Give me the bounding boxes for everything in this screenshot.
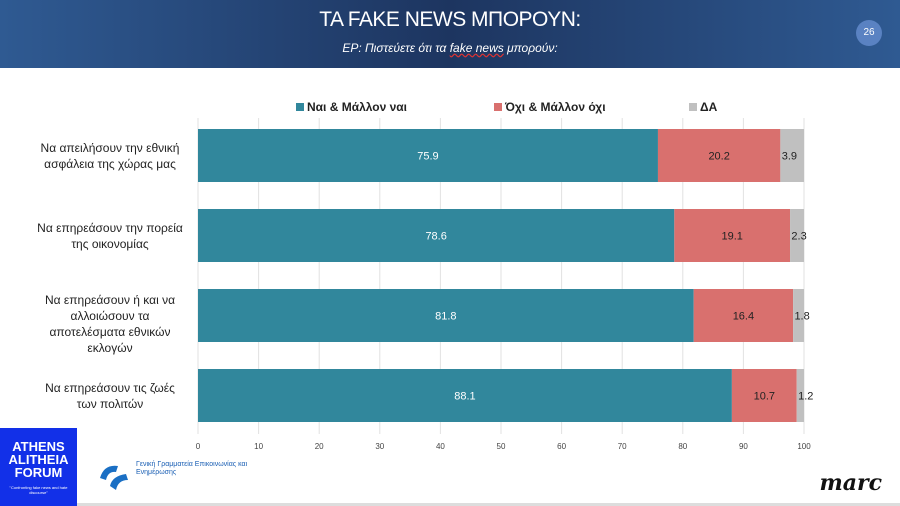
bar-segment bbox=[198, 369, 732, 422]
legend-swatch bbox=[689, 103, 697, 111]
bar-segment bbox=[796, 369, 804, 422]
data-label: 19.1 bbox=[721, 231, 742, 243]
legend-item-dk: ΔΑ bbox=[689, 100, 717, 114]
legend-item-yes: Ναι & Μάλλον ναι bbox=[296, 100, 407, 114]
data-label: 81.8 bbox=[435, 311, 456, 323]
data-label: 75.9 bbox=[417, 151, 438, 163]
legend-swatch bbox=[296, 103, 304, 111]
category-label: Να επηρεάσουν τις ζωές των πολιτών bbox=[45, 380, 175, 411]
bar-chart: 0 10 20 30 40 50 60 70 80 90 100 75.9 20.2 3.9 78.6 19.… bbox=[196, 118, 813, 451]
legend-item-no: Όχι & Μάλλον όχι bbox=[494, 100, 606, 114]
gg-emblem-icon bbox=[100, 465, 128, 490]
athens-alitheia-forum-logo: ATHENS ALITHEIA FORUM "Confronting fake new… bbox=[0, 428, 77, 506]
legend-label: Ναι & Μάλλον ναι bbox=[307, 100, 408, 114]
category-label: Να απειλήσουν την εθνική ασφάλεια της χώ… bbox=[40, 140, 180, 171]
data-label: 88.1 bbox=[454, 391, 475, 403]
x-tick-label: 0 bbox=[196, 442, 201, 451]
page-number: 26 bbox=[856, 20, 882, 46]
bar-segment bbox=[198, 129, 658, 182]
x-tick-label: 40 bbox=[436, 442, 445, 451]
data-label: 10.7 bbox=[754, 391, 775, 403]
bar-segment bbox=[674, 209, 791, 262]
legend-label: ΔΑ bbox=[700, 100, 718, 114]
gg-text: Γενική Γραμματεία Επικοινωνίας και Ενημέ… bbox=[136, 461, 248, 476]
marc-logo: marc bbox=[819, 470, 882, 496]
bar-segment bbox=[693, 289, 794, 342]
legend: Ναι & Μάλλον ναι Όχι & Μάλλον όχι ΔΑ bbox=[0, 100, 900, 116]
x-tick-label: 20 bbox=[315, 442, 324, 451]
x-tick-label: 60 bbox=[557, 442, 566, 451]
x-tick-label: 30 bbox=[375, 442, 384, 451]
slide-subtitle: ΕΡ: Πιστεύετε ότι τα fake news μπορούν: bbox=[0, 41, 900, 55]
bar-segment bbox=[780, 129, 804, 182]
x-tick-label: 10 bbox=[254, 442, 263, 451]
bar-segment bbox=[198, 289, 694, 342]
divider bbox=[77, 503, 900, 506]
legend-label: Όχι & Μάλλον όχι bbox=[505, 100, 606, 114]
x-tick-label: 90 bbox=[739, 442, 748, 451]
gg-logo: Γενική Γραμματεία Επικοινωνίας και Ενημέ… bbox=[96, 458, 256, 494]
bar-segment bbox=[731, 369, 797, 422]
bar-segment bbox=[790, 209, 804, 262]
subtitle-suffix: μπορούν: bbox=[503, 41, 558, 55]
subtitle-prefix: ΕΡ: Πιστεύετε ότι τα bbox=[342, 41, 450, 55]
aaf-tagline: "Confronting fake news and hate discours… bbox=[9, 485, 68, 495]
legend-swatch bbox=[494, 103, 502, 111]
header: ΤΑ FAKE NEWS ΜΠΟΡΟΥΝ: ΕΡ: Πιστεύετε ότι … bbox=[0, 0, 900, 68]
x-tick-label: 70 bbox=[618, 442, 627, 451]
data-label: 2.3 bbox=[791, 231, 806, 243]
data-label: 1.8 bbox=[794, 311, 809, 323]
data-label: 78.6 bbox=[425, 231, 446, 243]
bar-segment bbox=[793, 289, 804, 342]
subtitle-underlined: fake news bbox=[449, 41, 504, 55]
data-label: 20.2 bbox=[708, 151, 729, 163]
x-tick-label: 80 bbox=[678, 442, 687, 451]
data-label: 16.4 bbox=[733, 311, 754, 323]
category-label: Να επηρεάσουν ή και να αλλοιώσουν τα απο… bbox=[44, 292, 176, 355]
category-label: Να επηρεάσουν την πορεία της οικονομίας bbox=[37, 220, 183, 251]
x-tick-label: 50 bbox=[497, 442, 506, 451]
data-label: 3.9 bbox=[782, 151, 797, 163]
x-tick-label: 100 bbox=[797, 442, 811, 451]
slide-title: ΤΑ FAKE NEWS ΜΠΟΡΟΥΝ: bbox=[319, 8, 581, 31]
bar-segment bbox=[198, 209, 675, 262]
bar-segment bbox=[657, 129, 781, 182]
data-label: 1.2 bbox=[798, 391, 813, 403]
